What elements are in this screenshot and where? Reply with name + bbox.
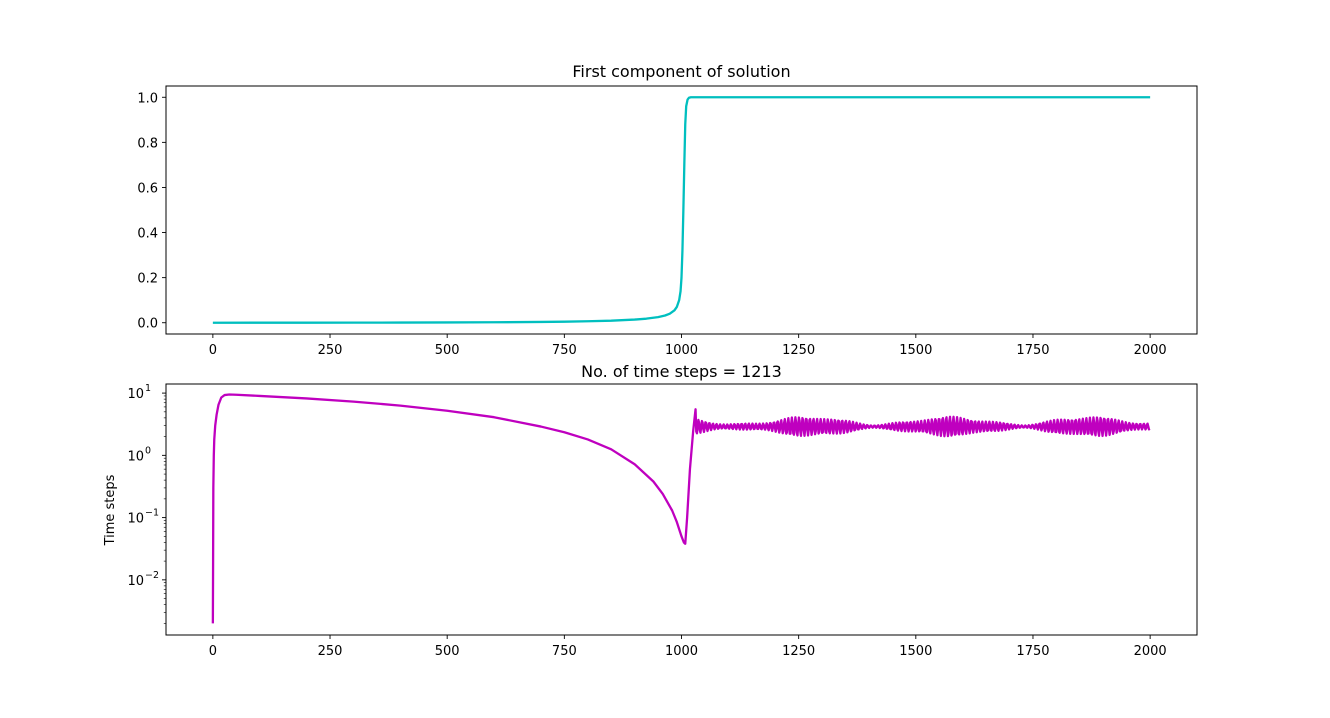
x-tick-label: 500 bbox=[435, 644, 460, 659]
timesteps-title: No. of time steps = 1213 bbox=[581, 362, 782, 381]
x-tick-label: 0 bbox=[209, 343, 217, 358]
x-tick-label: 2000 bbox=[1134, 343, 1167, 358]
y-tick-label: 10 bbox=[127, 387, 144, 402]
timesteps-series-line bbox=[211, 393, 1151, 624]
timesteps-ticks: 0 250 500 750 1000 1250 1500 1750 200010−210−110… bbox=[127, 383, 1166, 659]
y-tick-exponent: −1 bbox=[145, 508, 159, 519]
x-tick-label: 1750 bbox=[1016, 343, 1049, 358]
x-tick-label: 750 bbox=[552, 343, 577, 358]
x-tick-label: 0 bbox=[209, 644, 217, 659]
x-tick-label: 750 bbox=[552, 644, 577, 659]
y-tick-exponent: 1 bbox=[145, 383, 151, 394]
y-tick-label: 0.0 bbox=[137, 317, 158, 332]
x-tick-label: 250 bbox=[318, 644, 343, 659]
x-tick-label: 1250 bbox=[782, 644, 815, 659]
y-tick-exponent: 0 bbox=[145, 445, 151, 456]
timesteps-axes-frame bbox=[165, 383, 1198, 636]
x-tick-label: 250 bbox=[318, 343, 343, 358]
y-tick-label: 0.2 bbox=[137, 272, 158, 287]
x-tick-label: 1500 bbox=[899, 343, 932, 358]
y-tick-label: 1.0 bbox=[137, 91, 158, 106]
solution-ticks: 0 250 500 750 1000 1250 1500 1750 2000 0.0 0.2 0.4 0… bbox=[137, 91, 1166, 358]
x-tick-label: 1500 bbox=[899, 644, 932, 659]
y-tick-exponent: −2 bbox=[145, 570, 159, 581]
solution-subplot: First component of solution 0 250 500 750 10… bbox=[137, 62, 1198, 358]
x-tick-label: 1000 bbox=[665, 343, 698, 358]
y-tick-label: 10 bbox=[127, 512, 144, 527]
solution-title: First component of solution bbox=[572, 62, 790, 81]
timesteps-ylabel: Time steps bbox=[103, 474, 118, 546]
y-tick-label: 10 bbox=[127, 449, 144, 464]
x-tick-label: 1250 bbox=[782, 343, 815, 358]
solution-axes-frame bbox=[165, 85, 1198, 335]
x-tick-label: 1000 bbox=[665, 644, 698, 659]
x-tick-label: 1750 bbox=[1016, 644, 1049, 659]
x-tick-label: 2000 bbox=[1134, 644, 1167, 659]
solution-plot-area bbox=[166, 86, 1197, 334]
y-tick-label: 0.8 bbox=[137, 136, 158, 151]
solution-series-line bbox=[212, 96, 1151, 324]
timesteps-subplot: No. of time steps = 1213 Time steps 0 250… bbox=[103, 362, 1198, 659]
x-tick-label: 500 bbox=[435, 343, 460, 358]
y-tick-label: 0.6 bbox=[137, 181, 158, 196]
y-tick-label: 10 bbox=[127, 574, 144, 589]
timesteps-plot-area bbox=[166, 384, 1197, 635]
y-tick-label: 0.4 bbox=[137, 227, 158, 242]
